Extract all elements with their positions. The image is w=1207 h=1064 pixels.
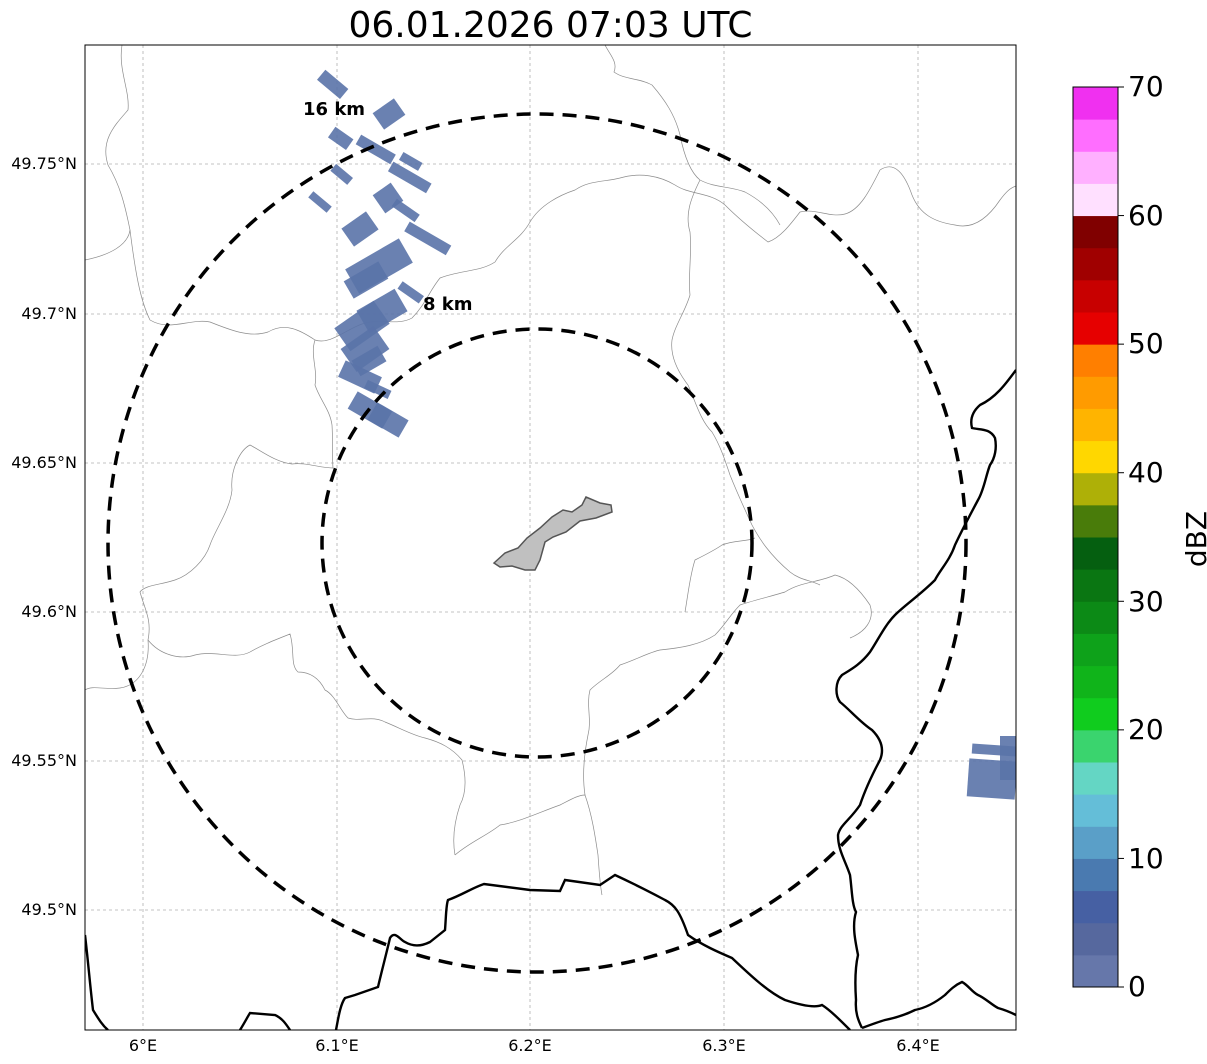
x-tick-label: 6.2°E xyxy=(508,1036,552,1055)
colorbar-tick-label: 0 xyxy=(1128,970,1146,1003)
colorbar-segment xyxy=(1073,376,1118,409)
colorbar-segment xyxy=(1073,665,1118,699)
colorbar-tick-label: 30 xyxy=(1128,585,1164,618)
colorbar-frame xyxy=(1072,86,1119,988)
colorbar-segment xyxy=(1073,794,1118,827)
national-borders xyxy=(85,369,1016,1030)
colorbar-tick-label: 10 xyxy=(1128,842,1164,875)
y-tick-label: 49.65°N xyxy=(11,453,77,472)
colorbar-segment xyxy=(1073,312,1118,345)
colorbar-segment xyxy=(1073,922,1118,956)
range-rings xyxy=(106,112,968,974)
colorbar-segment xyxy=(1073,729,1118,763)
y-tick-label: 49.7°N xyxy=(21,304,77,323)
colorbar-tick-label: 60 xyxy=(1128,199,1164,232)
range-ring-16km xyxy=(106,112,968,974)
colorbar-tick-label: 40 xyxy=(1128,456,1164,489)
plot-frame xyxy=(84,44,1017,1031)
y-tick-label: 49.75°N xyxy=(11,154,77,173)
colorbar-segment xyxy=(1073,279,1118,313)
map-title: 06.01.2026 07:03 UTC xyxy=(348,5,753,46)
colorbar xyxy=(1073,86,1124,988)
colorbar-segment xyxy=(1073,826,1118,859)
colorbar-tick-label: 50 xyxy=(1128,327,1164,360)
colorbar-segment xyxy=(1073,408,1118,442)
colorbar-segment xyxy=(1073,858,1118,892)
colorbar-segment xyxy=(1073,890,1118,924)
colorbar-segment xyxy=(1073,119,1118,152)
admin-boundaries xyxy=(85,45,1016,896)
y-tick-label: 49.55°N xyxy=(11,751,77,770)
colorbar-tick-label: 70 xyxy=(1128,70,1164,103)
colorbar-segment xyxy=(1073,440,1118,474)
colorbar-segment xyxy=(1073,151,1118,184)
colorbar-segment xyxy=(1073,183,1118,217)
range-ring-label-8km: 8 km xyxy=(423,294,473,315)
x-tick-label: 6.3°E xyxy=(702,1036,746,1055)
range-ring-8km xyxy=(320,327,754,759)
radar-echoes xyxy=(308,69,1016,800)
colorbar-segment xyxy=(1073,569,1118,602)
x-tick-label: 6°E xyxy=(128,1036,158,1055)
colorbar-segment xyxy=(1073,87,1118,120)
y-tick-label: 49.6°N xyxy=(21,602,77,621)
colorbar-segment xyxy=(1073,697,1118,731)
colorbar-segment xyxy=(1073,247,1118,281)
range-ring-label-16km: 16 km xyxy=(303,99,365,120)
colorbar-segment xyxy=(1073,537,1118,570)
colorbar-segment xyxy=(1073,504,1118,538)
colorbar-segment xyxy=(1073,633,1118,667)
colorbar-segment xyxy=(1073,601,1118,634)
colorbar-label: dBZ xyxy=(1180,510,1207,568)
x-tick-label: 6.4°E xyxy=(896,1036,940,1055)
colorbar-tick-label: 20 xyxy=(1128,713,1164,746)
y-tick-label: 49.5°N xyxy=(21,900,77,919)
x-tick-label: 6.1°E xyxy=(315,1036,359,1055)
colorbar-segment xyxy=(1073,472,1118,506)
colorbar-segment xyxy=(1073,344,1118,377)
town-area xyxy=(492,496,613,571)
colorbar-segment xyxy=(1073,954,1118,988)
colorbar-segment xyxy=(1073,215,1118,249)
gridlines xyxy=(85,45,1016,1030)
colorbar-segment xyxy=(1073,762,1118,795)
